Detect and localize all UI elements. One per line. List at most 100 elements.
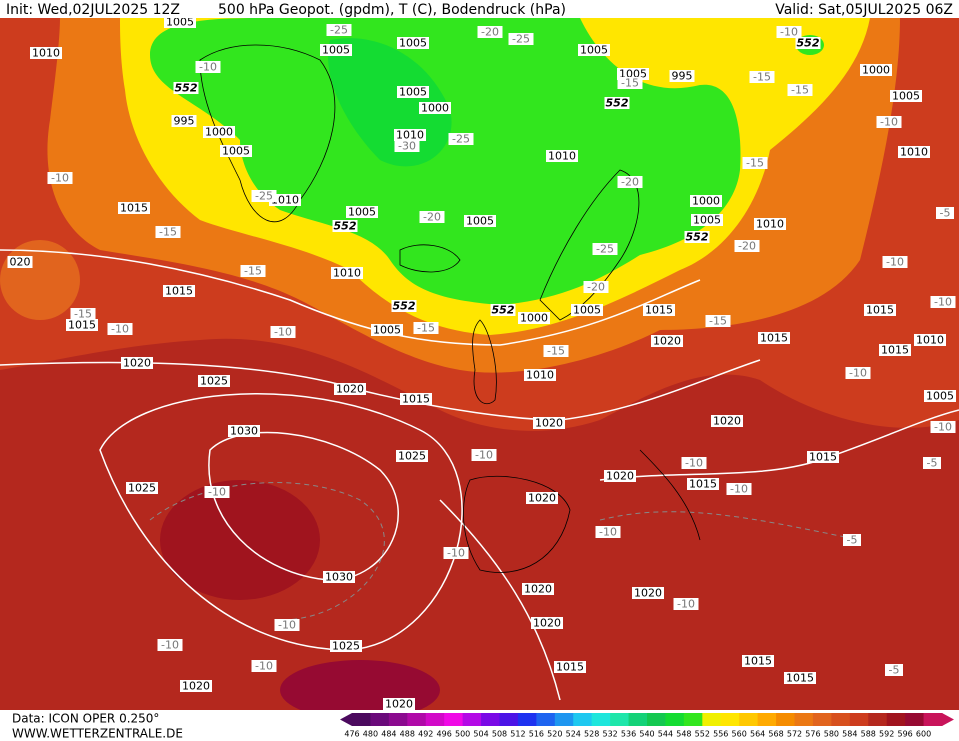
colorbar-tick-label: 592 xyxy=(879,730,894,739)
isobar-label-box xyxy=(742,655,774,667)
isobar-label-box xyxy=(524,369,556,381)
isobar-label-box xyxy=(578,44,610,56)
temperature-label-box xyxy=(936,207,954,219)
colorbar-swatch xyxy=(886,713,906,726)
colorbar-tick-label: 568 xyxy=(768,730,783,739)
isobar-label-box xyxy=(394,129,426,141)
isobar-label: 1010 xyxy=(916,334,944,347)
isobar-label: 1010 xyxy=(900,146,928,159)
colorbar-tick-label: 500 xyxy=(455,730,470,739)
isobar-label: 1000 xyxy=(205,126,233,139)
temperature-label-box xyxy=(477,26,503,38)
isobar-label-box xyxy=(691,214,723,226)
colorbar-tick-label: 552 xyxy=(695,730,710,739)
isobar-label: 1010 xyxy=(756,218,784,231)
temperature-label: -30 xyxy=(398,140,416,153)
colorbar-tick-label: 572 xyxy=(787,730,802,739)
temperature-label: -15 xyxy=(159,226,177,239)
isobar-label-box xyxy=(180,680,212,692)
temperature-label: -25 xyxy=(512,33,530,46)
isobar-label-box xyxy=(419,102,451,114)
temperature-label: -10 xyxy=(447,547,465,560)
isobar-label-box xyxy=(890,90,922,102)
isobar-label-box xyxy=(203,126,235,138)
isobar-label-box xyxy=(397,86,429,98)
height-label-box xyxy=(604,97,630,109)
isobar-label: 1005 xyxy=(373,324,401,337)
isobar-label: 1005 xyxy=(399,37,427,50)
isobar-label: 1000 xyxy=(421,102,449,115)
colorbar-tick-label: 492 xyxy=(418,730,433,739)
isobar-label: 1010 xyxy=(526,369,554,382)
temperature-label: -20 xyxy=(738,240,756,253)
temperature-label-box xyxy=(251,660,277,672)
isobar-label-box xyxy=(533,417,565,429)
colorbar-tick-label: 516 xyxy=(529,730,544,739)
colorbar-swatch xyxy=(905,713,925,726)
isobar-label-box xyxy=(784,672,816,684)
temperature-label: -25 xyxy=(330,24,348,37)
isobar-label: 1020 xyxy=(524,583,552,596)
isobar-label-box xyxy=(464,215,496,227)
isobar-label-box xyxy=(526,492,558,504)
isobar-label-box xyxy=(687,478,719,490)
colorbar-swatch xyxy=(370,713,390,726)
temperature-label-box xyxy=(726,483,752,495)
temperature-label-box xyxy=(705,315,731,327)
isobar-label-box xyxy=(346,206,378,218)
colorbar-swatch xyxy=(517,713,537,726)
valid-time: Valid: Sat,05JUL2025 06Z xyxy=(775,2,953,18)
colorbar-swatch xyxy=(665,713,685,726)
colorbar-tick-label: 496 xyxy=(437,730,452,739)
isobar-label: 1025 xyxy=(128,482,156,495)
temperature-label-box xyxy=(681,457,707,469)
isobar-label: 1020 xyxy=(535,417,563,430)
isobar-label-box xyxy=(220,145,252,157)
isobar-line xyxy=(208,431,399,581)
temperature-label: -10 xyxy=(274,326,292,339)
temperature-label-box xyxy=(419,211,445,223)
isobar-label-box xyxy=(163,285,195,297)
isobar-label-box xyxy=(396,450,428,462)
temperature-label: -10 xyxy=(111,323,129,336)
isobar-label: 1020 xyxy=(533,617,561,630)
isobar-label: 1015 xyxy=(744,655,772,668)
temperature-label-box xyxy=(583,281,609,293)
isobar-label: 1020 xyxy=(182,680,210,693)
colorbar-tick-label: 476 xyxy=(344,730,359,739)
temperature-label: -5 xyxy=(847,534,858,547)
temperature-label: -10 xyxy=(780,26,798,39)
colorbar-tick-label: 544 xyxy=(658,730,673,739)
temperature-label-box xyxy=(413,322,439,334)
colorbar-tick-label: 584 xyxy=(842,730,857,739)
temperature-label-box xyxy=(923,457,941,469)
height-label-box xyxy=(490,304,516,316)
colorbar-swatch xyxy=(573,713,593,726)
field-orange-spot xyxy=(0,240,80,320)
colorbar-swatch xyxy=(776,713,795,726)
colorbar-tick-label: 532 xyxy=(602,730,617,739)
colorbar-tick-label: 520 xyxy=(547,730,562,739)
iceland-coast xyxy=(399,244,461,273)
isobar-label-box xyxy=(198,375,230,387)
isobar-label-box xyxy=(126,482,158,494)
temperature-label-box xyxy=(70,308,96,320)
isobar-label: 1030 xyxy=(325,571,353,584)
isobar-label: 1020 xyxy=(606,470,634,483)
isobar-label: 1005 xyxy=(466,215,494,228)
height-label-box xyxy=(391,300,417,312)
colorbar-swatch xyxy=(683,713,703,726)
temperature-label: -10 xyxy=(880,116,898,129)
colorbar-tick-label: 596 xyxy=(897,730,912,739)
isobar-label-box xyxy=(7,256,33,268)
isobar-label: 1005 xyxy=(399,86,427,99)
temperature-label-box xyxy=(326,24,352,36)
temperature-label: -5 xyxy=(889,664,900,677)
height-label: 552 xyxy=(334,220,357,233)
colorbar-swatch xyxy=(849,713,869,726)
colorbar-tick-label: 580 xyxy=(824,730,839,739)
colorbar-tick-label: 600 xyxy=(916,730,931,739)
isobar-label: 1015 xyxy=(556,661,584,674)
height-label: 552 xyxy=(393,300,416,313)
isobar-label-box xyxy=(651,335,683,347)
